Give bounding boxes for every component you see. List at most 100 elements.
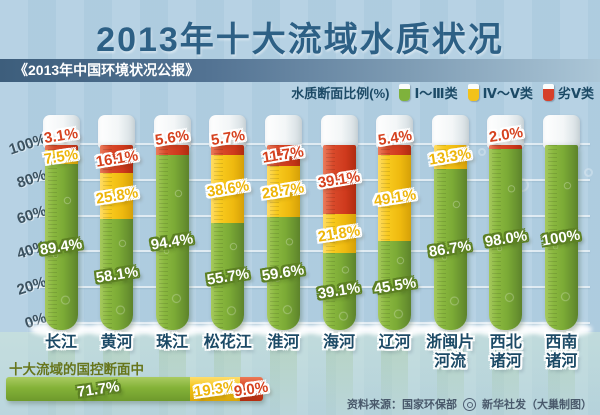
segment-yellow (266, 165, 300, 217)
segment-value-label: 5.7% (209, 126, 247, 150)
tube-shadow-cloud (363, 322, 426, 337)
subtitle: 《2013年中国环境状况公报》 (14, 62, 200, 78)
gridline (28, 178, 590, 181)
category-label: 辽河 (378, 334, 411, 351)
segment-red (44, 145, 78, 152)
xinhua-logo-icon (463, 397, 476, 411)
segment-yellow (44, 150, 78, 165)
segment-red (378, 145, 412, 155)
legend-title: 水质断面比例(%) (291, 85, 390, 101)
tube-fill (378, 145, 412, 330)
test-tube: 5.7% 38.6% 55.7% 松花江 (196, 115, 259, 415)
test-tube: 2.0% 98.0% 西北 诸河 (474, 115, 537, 415)
tube-glass (98, 115, 136, 148)
gridline (28, 250, 590, 253)
legend-item: Ⅰ～Ⅲ类 (399, 83, 458, 102)
tube-labels: 5.7% 38.6% 55.7% (205, 115, 250, 415)
segment-red (266, 145, 300, 166)
segment-value-label: 86.7% (427, 237, 473, 261)
tube-shadow-cloud (474, 322, 537, 337)
background-bubble (478, 148, 486, 156)
segment-value-label: 2.0% (487, 123, 525, 146)
tube-shadow-cloud (530, 322, 593, 337)
segment-value-label: 7.5% (42, 146, 80, 169)
tube-labels: 13.3% 86.7% (428, 115, 473, 415)
tube-fill (322, 145, 356, 330)
segment-value-label: 38.6% (205, 177, 251, 201)
floor-tint (0, 332, 600, 415)
legend-chip-icon (542, 83, 554, 101)
test-tube: 100% 西南 诸河 (530, 115, 593, 415)
tube-fill (433, 145, 467, 330)
segment-value-label: 16.1% (94, 147, 139, 171)
segment-red (155, 145, 189, 155)
legend-items: Ⅰ～Ⅲ类 Ⅳ～Ⅴ类 劣Ⅴ类 (399, 83, 594, 102)
gridline (28, 143, 590, 145)
segment-value-label: 3.1% (42, 124, 80, 147)
summary-bar-value: 19.3% (192, 377, 238, 401)
segment-yellow (433, 145, 467, 169)
segment-yellow (378, 154, 412, 242)
tube-shadow-cloud (141, 322, 204, 337)
tube-glass (209, 115, 247, 148)
segment-green (266, 216, 300, 330)
legend: 水质断面比例(%) Ⅰ～Ⅲ类 Ⅳ～Ⅴ类 劣Ⅴ类 (270, 82, 594, 102)
legend-item: 劣Ⅴ类 (542, 83, 594, 102)
category-label: 浙闽片 河流 (426, 334, 475, 371)
tube-labels: 2.0% 98.0% (483, 115, 528, 415)
segment-value-label: 58.1% (94, 262, 139, 287)
segment-value-label: 28.7% (261, 179, 306, 203)
segment-value-label: 11.7% (261, 143, 306, 168)
segment-value-label: 13.3% (427, 145, 473, 169)
summary-bar-value: 71.7% (75, 377, 121, 401)
category-label: 淮河 (267, 334, 300, 351)
segment-green (544, 145, 578, 330)
segment-value-label: 45.5% (372, 273, 417, 298)
segment-green (322, 252, 356, 330)
tube-labels: 11.7% 28.7% 59.6% (261, 115, 306, 415)
segment-red (322, 145, 356, 215)
tube-fill (44, 145, 78, 330)
tube-fill (211, 145, 245, 330)
segment-green (100, 219, 134, 330)
category-label: 长江 (44, 334, 77, 351)
segment-green (44, 163, 78, 330)
segment-value-label: 5.6% (153, 126, 191, 150)
segment-value-label: 55.7% (205, 264, 251, 289)
tube-glass (320, 115, 358, 148)
legend-item: Ⅳ～Ⅴ类 (467, 83, 533, 102)
tube-fill (155, 145, 189, 330)
segment-green (378, 241, 412, 330)
category-label: 黄河 (100, 334, 133, 351)
tube-reflection (214, 332, 242, 415)
tube-reflection (269, 332, 297, 415)
tube-shadow-cloud (252, 322, 315, 337)
segment-value-label: 94.4% (149, 230, 195, 255)
summary-bar-segment-yellow: 19.3% (190, 377, 240, 401)
tube-glass (542, 115, 580, 148)
category-label: 珠江 (156, 334, 189, 351)
tube-glass (264, 115, 302, 148)
source-line: 资料来源：国家环保部 新华社发（大巢制图） (347, 396, 592, 412)
category-label: 西北 诸河 (489, 334, 522, 371)
tube-shadow-cloud (419, 322, 482, 337)
legend-item-label: 劣Ⅴ类 (557, 85, 594, 101)
tube-shadow-cloud (196, 322, 259, 337)
summary-bar-segment-green: 71.7% (6, 377, 191, 401)
segment-value-label: 25.8% (94, 184, 139, 209)
tube-shadow-cloud (85, 322, 148, 337)
segment-green (155, 154, 189, 330)
legend-chip-icon (467, 83, 479, 101)
segment-yellow (211, 155, 245, 224)
gridline (28, 286, 590, 289)
segment-value-label: 39.1% (316, 167, 362, 192)
segment-red (100, 145, 134, 174)
segment-value-label: 98.0% (483, 227, 529, 251)
legend-item-label: Ⅳ～Ⅴ类 (482, 85, 533, 101)
segment-value-label: 21.8% (316, 221, 362, 246)
tube-fill (489, 145, 523, 330)
tube-glass (487, 115, 525, 148)
source-credit: 新华社发（大巢制图） (482, 399, 592, 411)
segment-value-label: 89.4% (38, 235, 84, 259)
